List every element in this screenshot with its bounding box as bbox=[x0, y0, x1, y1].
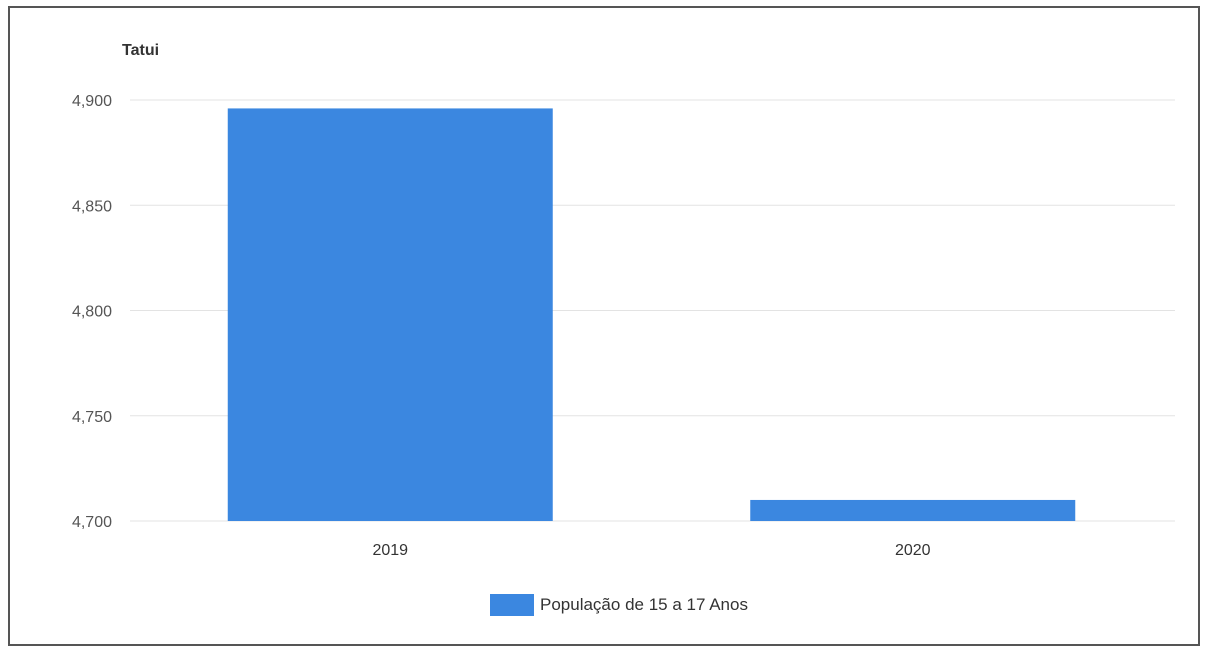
bars bbox=[227, 108, 1076, 522]
bar-2020[interactable] bbox=[750, 499, 1076, 521]
bar-2019[interactable] bbox=[227, 108, 553, 522]
x-axis-ticks: 2019 2020 bbox=[372, 542, 930, 559]
legend-swatch bbox=[490, 594, 534, 616]
y-axis-ticks: 4,700 4,750 4,800 4,850 4,900 bbox=[72, 93, 112, 531]
y-tick-label: 4,750 bbox=[72, 409, 112, 426]
legend-label: População de 15 a 17 Anos bbox=[540, 595, 748, 614]
y-tick-label: 4,900 bbox=[72, 93, 112, 110]
chart-title: Tatui bbox=[122, 42, 160, 59]
y-tick-label: 4,700 bbox=[72, 514, 112, 531]
y-tick-label: 4,800 bbox=[72, 304, 112, 321]
x-tick-label: 2020 bbox=[895, 542, 931, 559]
x-tick-label: 2019 bbox=[372, 542, 408, 559]
y-tick-label: 4,850 bbox=[72, 198, 112, 215]
bar-chart: 4,700 4,750 4,800 4,850 4,900 2019 2020 bbox=[72, 93, 1175, 559]
chart-frame bbox=[8, 6, 1200, 646]
legend[interactable]: População de 15 a 17 Anos bbox=[490, 594, 748, 616]
